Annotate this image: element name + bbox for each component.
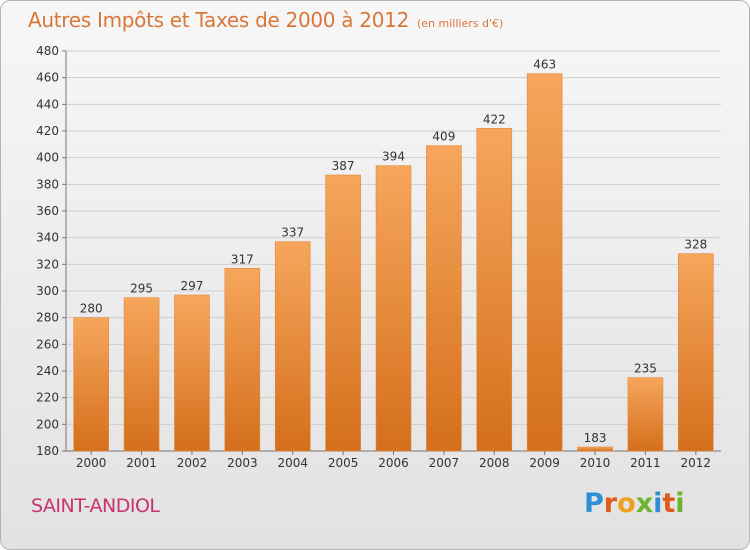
bar	[73, 317, 109, 452]
y-tick-label: 220	[36, 391, 59, 405]
x-tick-label: 2003	[227, 456, 258, 470]
logo-letter: r	[603, 488, 618, 519]
y-tick-label: 320	[36, 257, 59, 271]
data-label: 422	[483, 112, 506, 126]
bar	[325, 174, 361, 452]
logo-letter: t	[662, 488, 676, 519]
chart-title: Autres Impôts et Taxes de 2000 à 2012	[28, 8, 409, 32]
x-tick-label: 2012	[681, 456, 712, 470]
y-tick-label: 200	[36, 417, 59, 431]
x-tick-label: 2007	[429, 456, 460, 470]
bar	[123, 297, 160, 452]
x-tick-label: 2008	[479, 456, 510, 470]
chart-unit: (en milliers d'€)	[417, 17, 504, 30]
bar	[526, 73, 563, 452]
y-tick-label: 420	[36, 124, 59, 138]
bar	[627, 377, 664, 452]
x-tick-label: 2002	[177, 456, 208, 470]
y-tick-label: 340	[36, 231, 59, 245]
data-label: 328	[684, 238, 707, 252]
x-tick-label: 2011	[630, 456, 661, 470]
y-tick-label: 260	[36, 337, 59, 351]
data-label: 295	[130, 282, 153, 296]
data-label: 297	[181, 279, 204, 293]
bar	[476, 128, 513, 452]
x-tick-label: 2005	[328, 456, 359, 470]
y-tick-label: 360	[36, 204, 59, 218]
y-tick-label: 180	[36, 444, 59, 458]
logo-letter: i	[675, 488, 685, 519]
y-tick-label: 460	[36, 71, 59, 85]
logo-letter: P	[584, 488, 604, 519]
proxiti-logo: Proxiti	[584, 488, 685, 519]
bar	[426, 145, 462, 452]
y-tick-label: 480	[36, 44, 59, 58]
data-label: 280	[80, 302, 103, 316]
x-tick-label: 2009	[529, 456, 560, 470]
data-label: 337	[281, 226, 304, 240]
y-tick-label: 300	[36, 284, 59, 298]
data-label: 409	[432, 130, 455, 144]
x-tick-label: 2001	[126, 456, 157, 470]
x-tick-label: 2010	[580, 456, 611, 470]
bar	[678, 253, 714, 452]
city-name: SAINT-ANDIOL	[31, 495, 160, 517]
chart-title-row: Autres Impôts et Taxes de 2000 à 2012 (en…	[28, 8, 503, 32]
bar	[224, 268, 261, 452]
y-tick-label: 240	[36, 364, 59, 378]
y-tick-label: 280	[36, 311, 59, 325]
y-tick-label: 400	[36, 151, 59, 165]
y-tick-label: 380	[36, 177, 59, 191]
data-label: 317	[231, 252, 254, 266]
logo-letter: i	[653, 488, 663, 519]
data-label: 183	[584, 431, 607, 445]
bar	[274, 241, 311, 452]
data-label: 463	[533, 58, 556, 72]
bar	[174, 294, 210, 452]
x-tick-label: 2006	[378, 456, 409, 470]
bar	[577, 446, 613, 452]
data-label: 394	[382, 150, 405, 164]
data-label: 387	[332, 159, 355, 173]
x-tick-label: 2000	[76, 456, 107, 470]
logo-letter: o	[617, 488, 636, 519]
x-tick-label: 2004	[277, 456, 308, 470]
logo-letter: x	[635, 488, 654, 519]
y-tick-label: 440	[36, 97, 59, 111]
bar	[375, 165, 412, 452]
data-label: 235	[634, 362, 657, 376]
